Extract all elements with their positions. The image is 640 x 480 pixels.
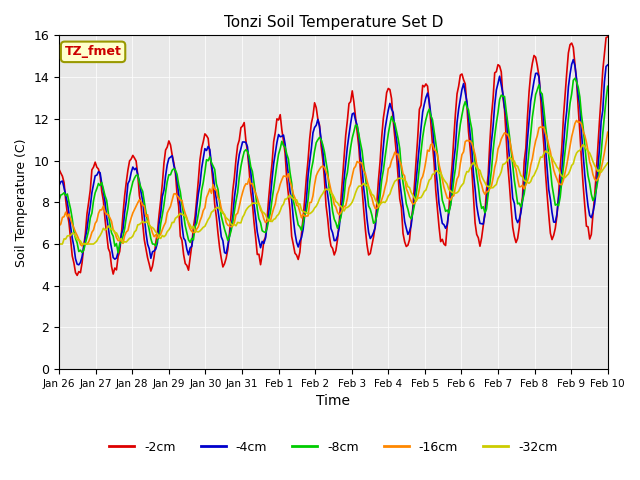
Legend: -2cm, -4cm, -8cm, -16cm, -32cm: -2cm, -4cm, -8cm, -16cm, -32cm — [104, 435, 563, 458]
-32cm — [177, 210, 184, 216]
Text: TZ_fmet: TZ_fmet — [65, 45, 122, 59]
-32cm — [504, 157, 511, 163]
-32cm — [511, 158, 518, 164]
-8cm — [62, 192, 70, 198]
-8cm — [604, 84, 612, 89]
-32cm — [579, 142, 587, 147]
-2cm — [506, 182, 513, 188]
-16cm — [62, 209, 70, 215]
-2cm — [221, 261, 228, 266]
-32cm — [219, 209, 227, 215]
-2cm — [365, 252, 372, 258]
-4cm — [512, 216, 520, 221]
-4cm — [62, 192, 70, 198]
Y-axis label: Soil Temperature (C): Soil Temperature (C) — [15, 138, 28, 266]
X-axis label: Time: Time — [316, 395, 351, 408]
-8cm — [55, 197, 63, 203]
-2cm — [512, 240, 520, 245]
Line: -8cm: -8cm — [59, 78, 608, 253]
-2cm — [178, 238, 186, 243]
-8cm — [571, 75, 579, 81]
-8cm — [221, 227, 228, 232]
Line: -16cm: -16cm — [59, 120, 608, 246]
-4cm — [570, 57, 577, 62]
Line: -2cm: -2cm — [59, 37, 608, 276]
-4cm — [178, 222, 186, 228]
-4cm — [365, 229, 372, 235]
-4cm — [221, 250, 228, 255]
Title: Tonzi Soil Temperature Set D: Tonzi Soil Temperature Set D — [224, 15, 443, 30]
-16cm — [178, 198, 186, 204]
-32cm — [604, 160, 612, 166]
-16cm — [221, 212, 228, 217]
-32cm — [55, 241, 63, 247]
-4cm — [604, 62, 612, 68]
-8cm — [512, 189, 520, 194]
-8cm — [365, 203, 372, 209]
-2cm — [55, 167, 63, 172]
-16cm — [55, 223, 63, 228]
-2cm — [604, 34, 612, 40]
-8cm — [178, 202, 186, 207]
-16cm — [78, 243, 86, 249]
Line: -4cm: -4cm — [59, 60, 608, 265]
-4cm — [506, 156, 513, 161]
-16cm — [604, 129, 612, 135]
-32cm — [62, 236, 70, 242]
-8cm — [115, 250, 122, 256]
Line: -32cm: -32cm — [59, 144, 608, 244]
-4cm — [55, 182, 63, 188]
-16cm — [365, 184, 372, 190]
-4cm — [75, 262, 83, 268]
-16cm — [506, 136, 513, 142]
-2cm — [74, 273, 81, 278]
-2cm — [62, 197, 70, 203]
-16cm — [512, 166, 520, 172]
-8cm — [506, 133, 513, 139]
-32cm — [363, 182, 371, 188]
-16cm — [573, 118, 580, 123]
